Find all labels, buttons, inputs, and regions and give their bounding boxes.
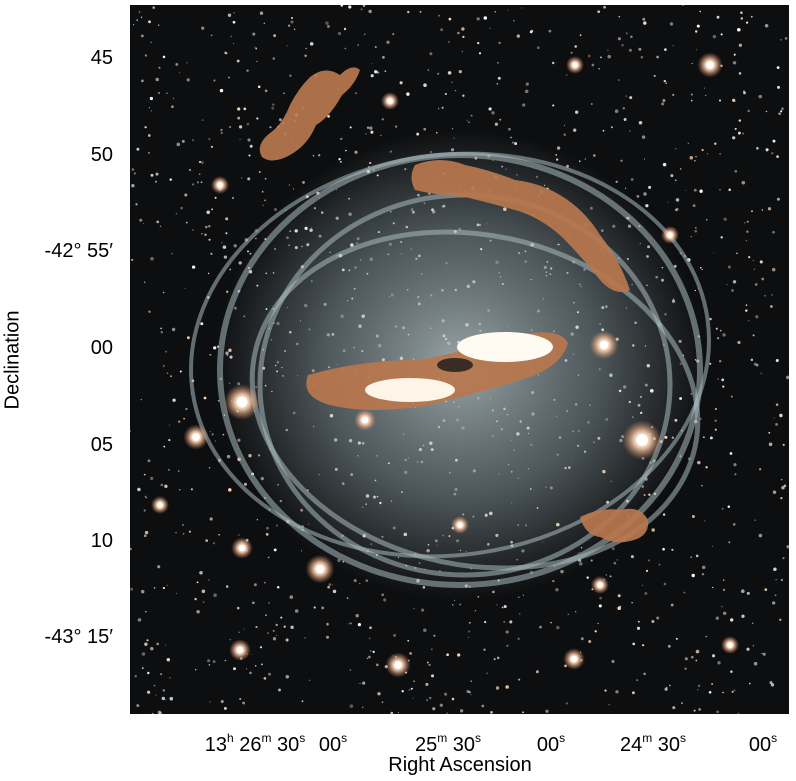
- x-tick-label: 00s: [536, 731, 566, 756]
- shell-contour-north-arc: [411, 160, 630, 293]
- shell-contour-southeast: [580, 508, 649, 543]
- y-tick-label: -42° 55′: [44, 240, 113, 262]
- y-tick-label: 00: [90, 337, 113, 359]
- x-tick-label: 00s: [318, 731, 348, 756]
- y-tick-label: 05: [90, 434, 113, 456]
- y-tick-label: 50: [90, 144, 113, 166]
- y-tick-label: 10: [90, 530, 113, 552]
- shell-contour-northwest: [259, 67, 360, 161]
- y-tick-label: -43° 15′: [44, 626, 113, 648]
- x-axis-label: Right Ascension: [388, 754, 532, 776]
- x-tick-label: 25m 30s: [414, 731, 482, 756]
- galaxy-core: [365, 332, 553, 402]
- y-axis-label: Declination: [1, 310, 24, 410]
- x-tick-label: 13h 26m 30s: [204, 731, 306, 756]
- bright-stars: [151, 52, 739, 678]
- sky-image-svg: [130, 5, 789, 714]
- x-tick-label: 24m 30s: [619, 731, 687, 756]
- astronomical-image: [130, 5, 789, 714]
- x-tick-label: 00s: [748, 731, 778, 756]
- y-tick-label: 45: [90, 47, 113, 69]
